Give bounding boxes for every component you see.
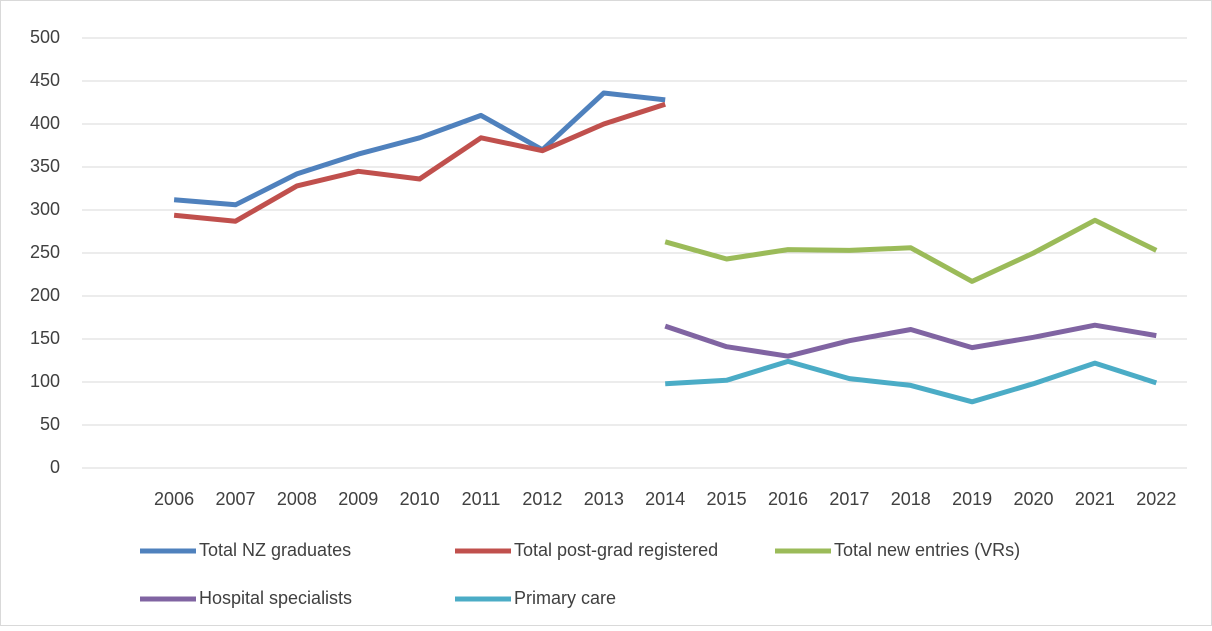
- x-tick-label: 2020: [1014, 489, 1054, 509]
- y-tick-label: 100: [30, 371, 60, 391]
- y-tick-label: 50: [40, 414, 60, 434]
- legend-label: Primary care: [514, 588, 616, 608]
- x-tick-label: 2013: [584, 489, 624, 509]
- x-tick-label: 2018: [891, 489, 931, 509]
- x-tick-label: 2009: [338, 489, 378, 509]
- series-line: [173, 90, 666, 208]
- x-tick-label: 2006: [154, 489, 194, 509]
- y-tick-label: 450: [30, 70, 60, 90]
- x-tick-label: 2021: [1075, 489, 1115, 509]
- y-tick-label: 200: [30, 285, 60, 305]
- y-tick-label: 250: [30, 242, 60, 262]
- x-tick-label: 2015: [707, 489, 747, 509]
- x-tick-label: 2010: [400, 489, 440, 509]
- x-tick-label: 2017: [829, 489, 869, 509]
- legend-label: Total post-grad registered: [514, 540, 718, 560]
- y-tick-label: 150: [30, 328, 60, 348]
- x-tick-label: 2016: [768, 489, 808, 509]
- x-tick-label: 2022: [1136, 489, 1176, 509]
- x-tick-label: 2007: [215, 489, 255, 509]
- y-tick-label: 500: [30, 27, 60, 47]
- y-tick-label: 400: [30, 113, 60, 133]
- x-tick-label: 2014: [645, 489, 685, 509]
- x-tick-label: 2012: [522, 489, 562, 509]
- x-tick-label: 2019: [952, 489, 992, 509]
- legend-label: Total new entries (VRs): [834, 540, 1020, 560]
- y-tick-label: 300: [30, 199, 60, 219]
- y-tick-label: 350: [30, 156, 60, 176]
- x-tick-label: 2011: [462, 489, 501, 509]
- series-line: [664, 322, 1157, 359]
- x-tick-label: 2008: [277, 489, 317, 509]
- legend-label: Total NZ graduates: [199, 540, 351, 560]
- y-tick-label: 0: [50, 457, 60, 477]
- legend-label: Hospital specialists: [199, 588, 352, 608]
- series-line: [665, 358, 1158, 405]
- series-line: [664, 217, 1158, 284]
- series-line: [173, 101, 666, 224]
